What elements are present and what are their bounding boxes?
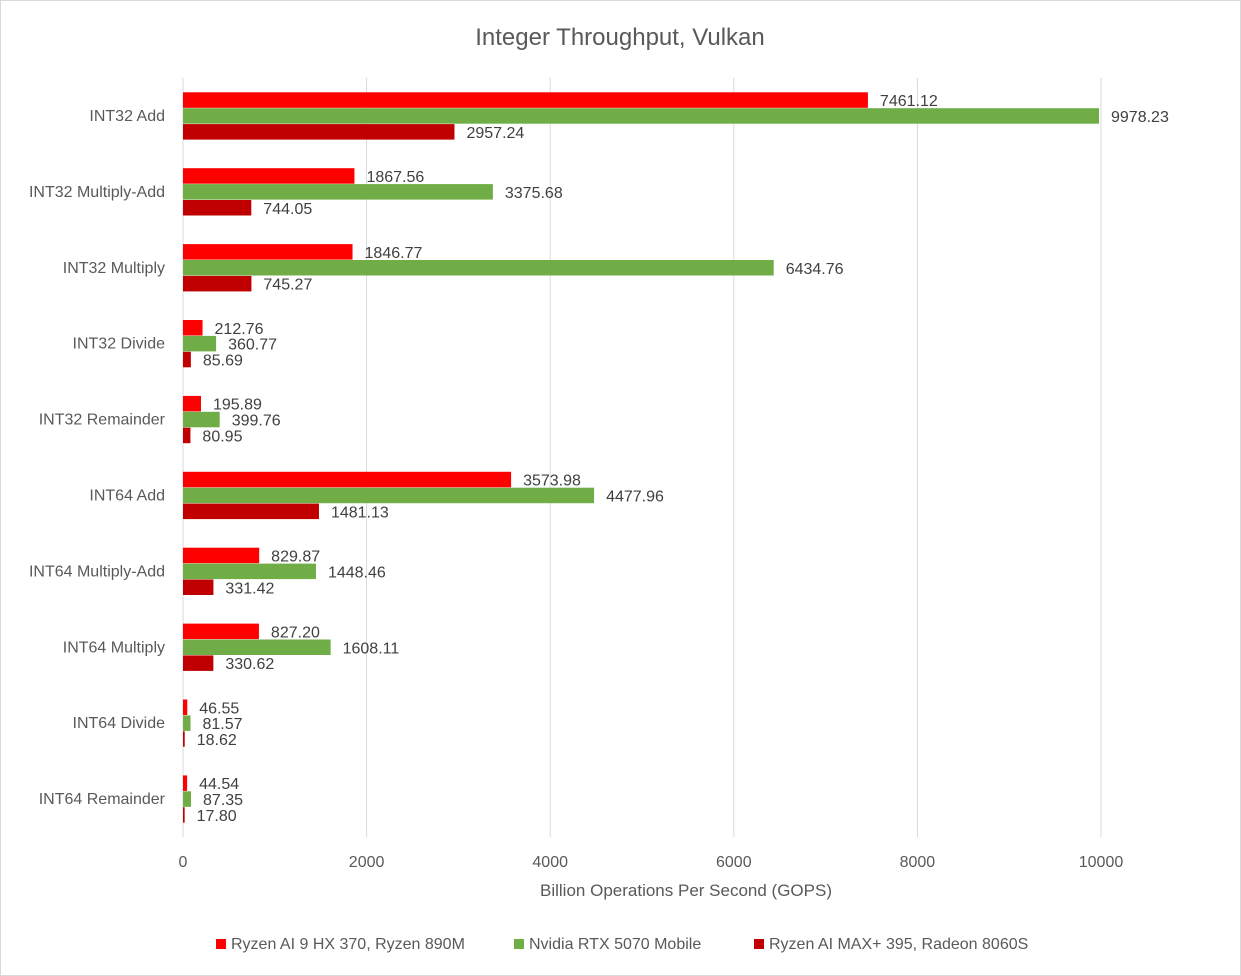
bar: [183, 503, 319, 520]
category-label: INT32 Multiply-Add: [29, 184, 165, 201]
bar: [183, 547, 260, 564]
bar: [183, 335, 217, 352]
bar: [183, 623, 259, 640]
bar: [183, 244, 353, 260]
data-label: 87.35: [203, 792, 243, 809]
bar: [183, 124, 455, 140]
bar: [183, 655, 214, 671]
bar: [183, 411, 220, 428]
bar: [183, 563, 316, 580]
bar: [183, 715, 191, 731]
chart-title: Integer Throughput, Vulkan: [475, 24, 765, 51]
category-label: INT32 Multiply: [63, 260, 165, 277]
bar: [183, 395, 201, 412]
data-label: 1481.13: [331, 504, 389, 521]
legend-label: Nvidia RTX 5070 Mobile: [529, 936, 701, 953]
data-label: 827.20: [271, 624, 320, 641]
category-labels: INT32 Add INT32 Multiply-Add INT32 Multipl…: [29, 108, 166, 808]
x-tick-label: 8000: [900, 854, 936, 871]
data-label: 18.62: [197, 732, 237, 749]
category-label: INT64 Multiply-Add: [29, 563, 165, 580]
bar: [183, 775, 188, 791]
bar: [183, 200, 252, 216]
data-label: 1867.56: [366, 169, 424, 186]
bar: [183, 320, 203, 336]
data-label: 360.77: [228, 337, 277, 354]
x-tick-label: 2000: [349, 854, 385, 871]
data-label: 331.42: [225, 580, 274, 597]
category-label: INT64 Remainder: [39, 791, 166, 808]
bar: [183, 807, 185, 823]
data-label: 195.89: [213, 397, 262, 414]
data-label: 1846.77: [365, 245, 423, 262]
data-label: 1448.46: [328, 564, 386, 581]
data-label: 44.54: [199, 776, 239, 793]
data-label: 330.62: [225, 656, 274, 673]
category-label: INT64 Add: [89, 487, 165, 504]
data-labels: 7461.12 9978.23 2957.24 1867.56 3375.68 744.0…: [197, 93, 1169, 825]
category-label: INT64 Divide: [73, 715, 166, 732]
bar: [183, 699, 188, 715]
bar: [183, 471, 512, 488]
bar: [183, 639, 331, 655]
data-label: 17.80: [197, 808, 237, 825]
x-tick-label: 0: [179, 854, 188, 871]
bar: [183, 427, 191, 444]
x-axis-title: Billion Operations Per Second (GOPS): [540, 881, 832, 900]
bar: [183, 579, 214, 595]
data-label: 399.76: [232, 413, 281, 430]
data-label: 212.76: [215, 321, 264, 338]
category-label: INT32 Add: [89, 108, 165, 125]
bar: [183, 731, 185, 747]
category-label: INT32 Remainder: [39, 412, 166, 429]
legend-label: Ryzen AI 9 HX 370, Ryzen 890M: [231, 936, 465, 953]
bar: [183, 487, 595, 504]
bars: [183, 92, 1100, 823]
legend: Ryzen AI 9 HX 370, Ryzen 890M Nvidia RTX …: [216, 936, 1028, 953]
data-label: 4477.96: [606, 488, 664, 505]
x-tick-label: 10000: [1079, 854, 1124, 871]
bar: [183, 791, 192, 807]
data-label: 81.57: [202, 716, 242, 733]
x-tick-label: 6000: [716, 854, 752, 871]
data-label: 829.87: [271, 548, 320, 565]
data-label: 9978.23: [1111, 109, 1169, 126]
data-label: 85.69: [203, 353, 243, 370]
legend-swatch: [216, 939, 226, 949]
data-label: 3573.98: [523, 473, 581, 490]
bar: [183, 168, 355, 184]
category-label: INT32 Divide: [73, 336, 166, 353]
data-label: 46.55: [199, 700, 239, 717]
category-label: INT64 Multiply: [63, 639, 165, 656]
data-label: 6434.76: [786, 261, 844, 278]
bar: [183, 351, 191, 368]
data-label: 3375.68: [505, 185, 563, 202]
bar: [183, 92, 868, 108]
legend-swatch: [754, 939, 764, 949]
data-label: 744.05: [263, 201, 312, 218]
legend-label: Ryzen AI MAX+ 395, Radeon 8060S: [769, 936, 1028, 953]
bar: [183, 275, 252, 292]
x-tick-labels: 0 2000 4000 6000 8000 10000: [179, 854, 1124, 871]
legend-swatch: [514, 939, 524, 949]
data-label: 7461.12: [880, 93, 938, 110]
data-label: 2957.24: [466, 125, 524, 142]
data-label: 745.27: [263, 277, 312, 294]
data-label: 1608.11: [343, 640, 400, 657]
bar: [183, 260, 774, 276]
bar: [183, 184, 493, 200]
data-label: 80.95: [202, 428, 242, 445]
x-tick-label: 4000: [532, 854, 568, 871]
bar: [183, 108, 1100, 124]
